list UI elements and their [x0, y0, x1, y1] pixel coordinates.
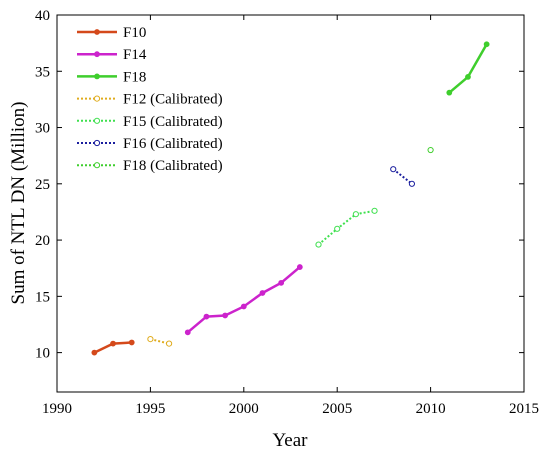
legend-label: F18: [123, 69, 146, 85]
data-point: [483, 41, 490, 48]
plot-area-frame: [56, 14, 525, 393]
legend-marker: [93, 139, 101, 147]
data-point: [222, 312, 229, 319]
y-axis: 10 15 20 25 30 35 40: [35, 8, 524, 362]
data-point: [165, 340, 173, 347]
series-3: [147, 336, 173, 347]
x-tick-label: 2000: [229, 401, 259, 417]
data-point: [334, 225, 341, 232]
series-1: [184, 264, 303, 336]
data-point: [110, 340, 116, 347]
x-tick-label: 1995: [135, 401, 165, 417]
legend-marker: [94, 29, 100, 35]
y-tick-label: 35: [35, 64, 50, 80]
data-point: [465, 73, 471, 80]
x-tick-label: 1990: [42, 401, 72, 417]
series-0: [91, 339, 135, 356]
series-6: [427, 146, 434, 154]
legend: F10 F14 F18 F12 (Calibrated) F15 (Calibrated…: [77, 25, 223, 174]
data-point: [259, 290, 266, 296]
legend-label: F12 (Calibrated): [123, 92, 223, 108]
data-point: [352, 211, 359, 218]
y-axis-title: Sum of NTL DN (Million): [8, 101, 29, 304]
legend-label: F16 (Calibrated): [123, 136, 223, 152]
series-2: [446, 41, 490, 96]
legend-marker: [93, 95, 101, 102]
data-point: [184, 329, 191, 336]
data-point: [446, 89, 453, 96]
legend-label: F10: [123, 25, 146, 41]
series-line: [392, 168, 413, 185]
y-tick-label: 20: [35, 233, 50, 249]
data-point: [128, 339, 135, 346]
series-line: [150, 338, 170, 345]
data-point: [408, 180, 416, 187]
series-5: [390, 166, 416, 187]
x-tick-label: 2010: [416, 401, 446, 417]
x-axis: 1990 1995 2000 2005 2010 2015: [42, 15, 539, 417]
x-tick-label: 2015: [509, 401, 539, 417]
data-point: [296, 264, 303, 270]
data-point: [371, 207, 378, 214]
y-tick-label: 30: [35, 121, 50, 137]
y-tick-label: 10: [35, 346, 50, 362]
data-point: [427, 146, 434, 154]
data-point: [278, 279, 285, 286]
legend-marker: [93, 117, 101, 124]
data-point: [315, 241, 322, 248]
data-point: [147, 336, 154, 343]
legend-marker: [94, 51, 100, 58]
data-point: [91, 349, 98, 356]
data-point: [203, 313, 210, 320]
series-line: [448, 43, 488, 94]
y-tick-label: 40: [35, 8, 50, 24]
legend-marker: [93, 162, 101, 169]
data-point: [390, 166, 397, 173]
x-tick-label: 2005: [322, 401, 352, 417]
x-axis-title: Year: [272, 430, 308, 451]
y-tick-label: 15: [35, 289, 50, 305]
series-layer: [91, 41, 490, 356]
legend-label: F14: [123, 47, 147, 63]
legend-label: F18 (Calibrated): [123, 158, 223, 174]
y-tick-label: 25: [35, 177, 50, 193]
series-line: [317, 209, 375, 246]
series-4: [315, 207, 378, 248]
data-point: [240, 303, 247, 310]
legend-label: F15 (Calibrated): [123, 114, 223, 130]
legend-marker: [94, 73, 100, 80]
series-line: [186, 266, 301, 334]
